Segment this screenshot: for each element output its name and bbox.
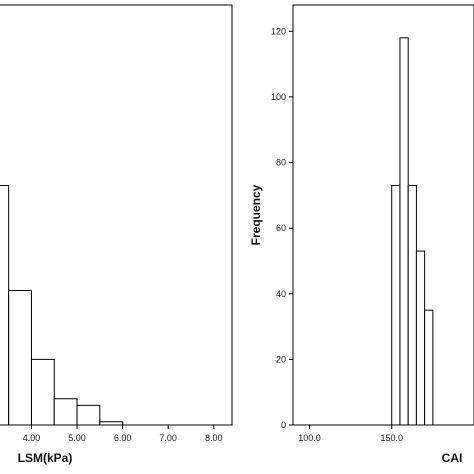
cai-bar-0 [391,184,401,426]
lsm-x-tick-label: 5.00 [68,433,86,443]
lsm-x-tick-label: 7.00 [159,433,177,443]
plot-frame [292,4,474,426]
cai-y-tick-label: 40 [276,289,286,299]
cai-x-axis-title: CAI [442,451,463,465]
cai-bar-3 [415,250,426,426]
lsm-bar-4 [76,404,101,426]
lsm-bar-0 [0,184,10,426]
cai-bar-2 [407,184,417,426]
lsm-x-axis-title: LSM(kPa) [18,451,73,465]
lsm-x-tick-label: 8.00 [205,433,223,443]
lsm-bar-2 [30,358,55,426]
lsm-bar-3 [53,398,78,426]
cai-y-axis-title: Frequency [249,184,263,245]
cai-histogram: 100.0 150.0 0 20 40 60 80 100 120 CAI Frequency [249,4,474,465]
cai-y-tick-label: 60 [276,223,286,233]
lsm-bar-5 [99,421,124,426]
cai-bar-4 [424,309,434,426]
lsm-x-tick-label: 4.00 [23,433,41,443]
lsm-histogram: 4.00 5.00 6.00 7.00 8.00 LSM(kPa) [0,4,233,465]
cai-x-tick-label: 100.0 [298,433,321,443]
cai-y-tick-label: 20 [276,354,286,364]
cai-y-tick-label: 0 [281,420,286,430]
cai-y-tick-label: 120 [271,26,286,36]
cai-y-tick-label: 100 [271,92,286,102]
lsm-x-tick-label: 6.00 [114,433,132,443]
cai-y-tick-label: 80 [276,158,286,168]
cai-bar-1 [399,37,409,426]
cai-x-tick-label: 150.0 [380,433,403,443]
lsm-bar-1 [8,289,32,426]
